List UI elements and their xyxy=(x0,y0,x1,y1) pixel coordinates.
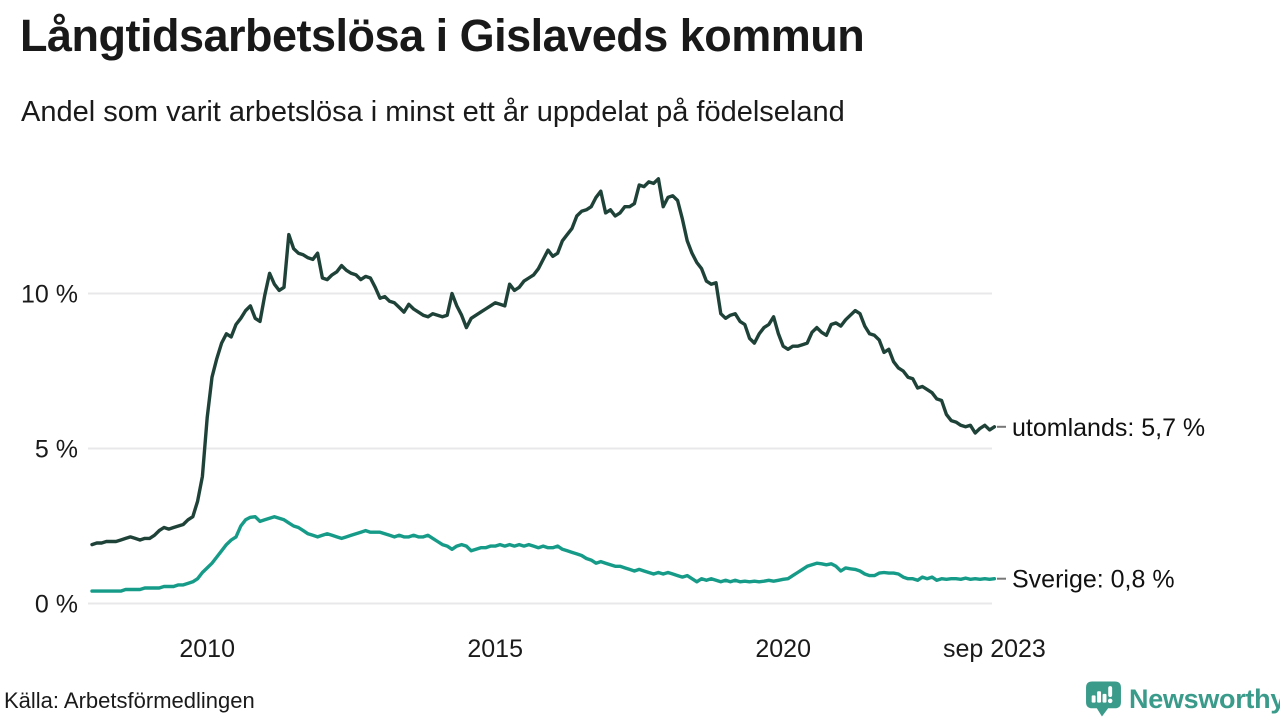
chart-title: Långtidsarbetslösa i Gislaveds kommun xyxy=(20,10,865,61)
series-lines xyxy=(90,177,997,593)
series-line-utomlands xyxy=(90,177,997,547)
series-end-labels: utomlands: 5,7 % Sverige: 0,8 % xyxy=(997,414,1205,594)
source-note: Källa: Arbetsförmedlingen xyxy=(4,688,255,713)
y-tick-label: 5 % xyxy=(35,436,78,464)
newsworthy-wordmark: Newsworthy xyxy=(1129,683,1280,714)
x-axis-labels: 2010 2015 2020 sep 2023 xyxy=(179,635,1045,663)
x-tick-label: 2010 xyxy=(179,635,235,663)
newsworthy-logo: Newsworthy xyxy=(1085,680,1280,718)
series-end-label-sverige: Sverige: 0,8 % xyxy=(1012,566,1175,594)
x-tick-label: 2015 xyxy=(467,635,523,663)
y-tick-label: 10 % xyxy=(21,281,78,309)
x-tick-label: sep 2023 xyxy=(943,635,1046,663)
series-end-label-utomlands: utomlands: 5,7 % xyxy=(1012,414,1205,442)
series-line-sverige xyxy=(90,515,997,593)
x-tick-label: 2020 xyxy=(755,635,811,663)
y-tick-label: 0 % xyxy=(35,591,78,619)
newsworthy-icon xyxy=(1086,681,1121,717)
chart-subtitle: Andel som varit arbetslösa i minst ett å… xyxy=(21,96,845,128)
gridlines: 0 % 5 % 10 % xyxy=(21,281,992,619)
